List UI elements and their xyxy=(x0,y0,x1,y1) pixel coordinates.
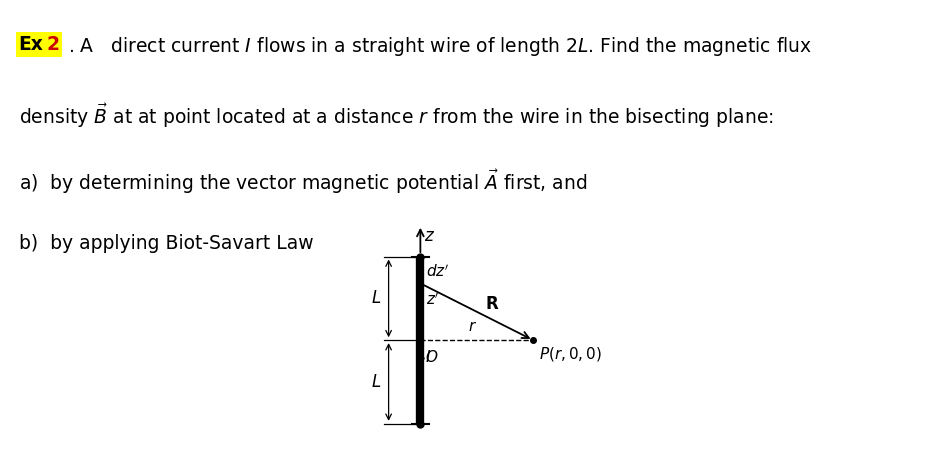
Text: $P(r, 0, 0)$: $P(r, 0, 0)$ xyxy=(539,345,602,363)
Text: $L$: $L$ xyxy=(371,289,381,308)
Text: . A   direct current $I$ flows in a straight wire of length $2L$. Find the magne: . A direct current $I$ flows in a straig… xyxy=(69,35,813,58)
Text: $dz'$: $dz'$ xyxy=(426,263,450,280)
Text: Ex: Ex xyxy=(19,35,43,54)
Text: $r$: $r$ xyxy=(468,319,477,334)
Text: $I$: $I$ xyxy=(425,349,432,365)
Text: a)  by determining the vector magnetic potential $\vec{A}$ first, and: a) by determining the vector magnetic po… xyxy=(19,168,587,196)
Text: $z'$: $z'$ xyxy=(426,292,439,308)
Text: $z$: $z$ xyxy=(423,226,435,245)
Text: 2: 2 xyxy=(46,35,59,54)
Text: density $\vec{B}$ at at point located at a distance $r$ from the wire in the bis: density $\vec{B}$ at at point located at… xyxy=(19,102,774,130)
Text: $O$: $O$ xyxy=(425,349,439,364)
Text: b)  by applying Biot-Savart Law: b) by applying Biot-Savart Law xyxy=(19,234,313,254)
Text: $\mathbf{R}$: $\mathbf{R}$ xyxy=(486,295,500,313)
Text: $L$: $L$ xyxy=(371,373,381,391)
